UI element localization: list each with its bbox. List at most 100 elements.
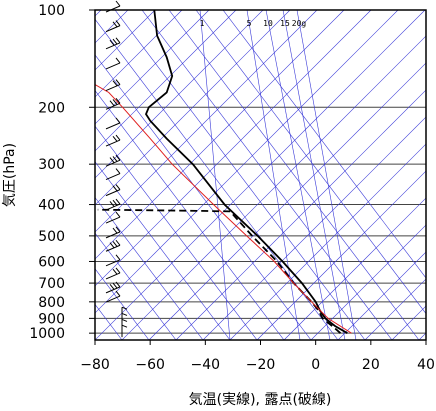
- skew-isotherm: [175, 89, 426, 340]
- skew-isotherm: [95, 10, 372, 287]
- wind-barb-stroke: [115, 254, 121, 261]
- mixing-ratio-label: 20g: [292, 19, 307, 28]
- wind-barb-stroke: [112, 199, 118, 206]
- wind-barb-stroke: [112, 21, 118, 28]
- dry-adiabat: [95, 90, 285, 340]
- wind-barb-stroke: [109, 100, 115, 106]
- x-tick-label: 0: [311, 357, 320, 373]
- mixing-ratio-label: 15: [280, 19, 290, 28]
- dry-adiabat: [95, 232, 177, 340]
- skew-isotherm: [95, 10, 291, 206]
- wind-barb-stroke: [115, 267, 121, 274]
- profile-lines: [95, 10, 352, 334]
- wind-barb-stroke: [115, 281, 121, 288]
- wind-barb-stroke: [112, 268, 118, 275]
- x-tick-label: −40: [191, 357, 221, 373]
- wind-barb-stroke: [115, 226, 121, 233]
- wind-barb: [105, 211, 121, 224]
- wind-barb: [105, 134, 121, 147]
- plot-area: 1 5 10 15 20g: [94, 0, 427, 341]
- dry-adiabat: [195, 10, 426, 315]
- y-tick-label: 1000: [29, 326, 65, 342]
- wind-barb: [105, 168, 121, 181]
- skew-isotherm: [95, 10, 237, 152]
- y-tick-label: 200: [38, 100, 65, 116]
- skew-isotherm: [256, 170, 426, 340]
- wind-barb-stroke: [115, 198, 121, 205]
- mixing-ratio-line: [296, 10, 357, 340]
- wind-barb: [105, 79, 121, 91]
- wind-barb-stroke: [121, 306, 128, 310]
- wind-barb: [105, 117, 121, 130]
- mixing-ratio-label: 5: [247, 19, 252, 28]
- wind-barb-stroke: [105, 189, 121, 197]
- x-tick-label: −80: [80, 357, 110, 373]
- y-tick-label: 100: [38, 3, 65, 19]
- wind-barb-stroke: [105, 216, 121, 224]
- wind-barb-stroke: [105, 62, 121, 70]
- skew-isotherm: [95, 10, 183, 98]
- wind-barb-stroke: [105, 102, 121, 110]
- wind-barb: [105, 154, 121, 167]
- wind-barb: [105, 37, 121, 50]
- dry-adiabat: [222, 10, 426, 279]
- wind-barb-stroke: [121, 324, 128, 328]
- skewed-guide-lines: [95, 10, 426, 340]
- wind-barb-stroke: [105, 203, 121, 211]
- x-tick-label: −60: [135, 357, 165, 373]
- wind-barb-stroke: [109, 201, 115, 207]
- wind-barb-stroke: [112, 241, 118, 247]
- dry-adiabat: [95, 18, 339, 340]
- wind-barb: [105, 57, 121, 70]
- mixing-ratio-line: [282, 10, 346, 340]
- wind-barb: [105, 239, 121, 252]
- wind-barb-stroke: [105, 159, 121, 167]
- mixing-ratio-line: [246, 10, 301, 340]
- dry-adiabat: [168, 10, 420, 340]
- skew-isotherm: [95, 10, 426, 340]
- y-tick-label: 300: [38, 157, 65, 173]
- skew-isotherm: [310, 224, 426, 340]
- skew-isotherm: [337, 251, 426, 340]
- dry-adiabat: [95, 54, 312, 340]
- skew-isotherm: [229, 143, 426, 340]
- pressure-grid: [95, 9, 426, 334]
- skew-isotherm: [95, 10, 210, 125]
- wind-barb-stroke: [115, 211, 121, 218]
- wind-barb-stroke: [105, 244, 121, 252]
- skew-isotherm: [95, 10, 399, 314]
- wind-barb-stroke: [105, 25, 121, 33]
- wind-barb: [105, 97, 121, 110]
- x-tick-label: 20: [362, 357, 380, 373]
- x-axis-title: 気温(実線), 露点(破線): [189, 392, 332, 408]
- wind-barb-stroke: [115, 290, 121, 297]
- wind-barb-stroke: [105, 286, 121, 294]
- y-tick-label: 500: [38, 229, 65, 245]
- wind-barb: [105, 267, 121, 280]
- wind-barb: [105, 281, 121, 294]
- wind-barb-stroke: [105, 259, 121, 267]
- wind-barb: [105, 290, 121, 303]
- dry-adiabat: [95, 196, 204, 340]
- wind-barb-stroke: [121, 312, 128, 316]
- skew-isotherm: [202, 116, 426, 340]
- wind-barb-stroke: [121, 318, 128, 322]
- wind-barb-stroke: [112, 38, 118, 45]
- y-tick-label: 600: [38, 254, 65, 270]
- wind-barb-stroke: [105, 42, 121, 50]
- wind-barb: [105, 0, 121, 13]
- wind-barb-stroke: [112, 282, 118, 289]
- wind-barb-stroke: [105, 272, 121, 280]
- wind-barb-stroke: [115, 57, 121, 64]
- y-tick-label: 400: [38, 198, 65, 214]
- wind-barb: [121, 324, 128, 338]
- wind-barb: [105, 20, 121, 33]
- mixing-ratio-line: [265, 10, 331, 340]
- dry-adiabat: [95, 268, 150, 340]
- wind-barb-stroke: [105, 5, 121, 13]
- x-tick-label: −20: [246, 357, 276, 373]
- wind-barb-stroke: [115, 0, 121, 7]
- wind-barb-stroke: [112, 80, 118, 87]
- wind-barb-stroke: [112, 227, 118, 234]
